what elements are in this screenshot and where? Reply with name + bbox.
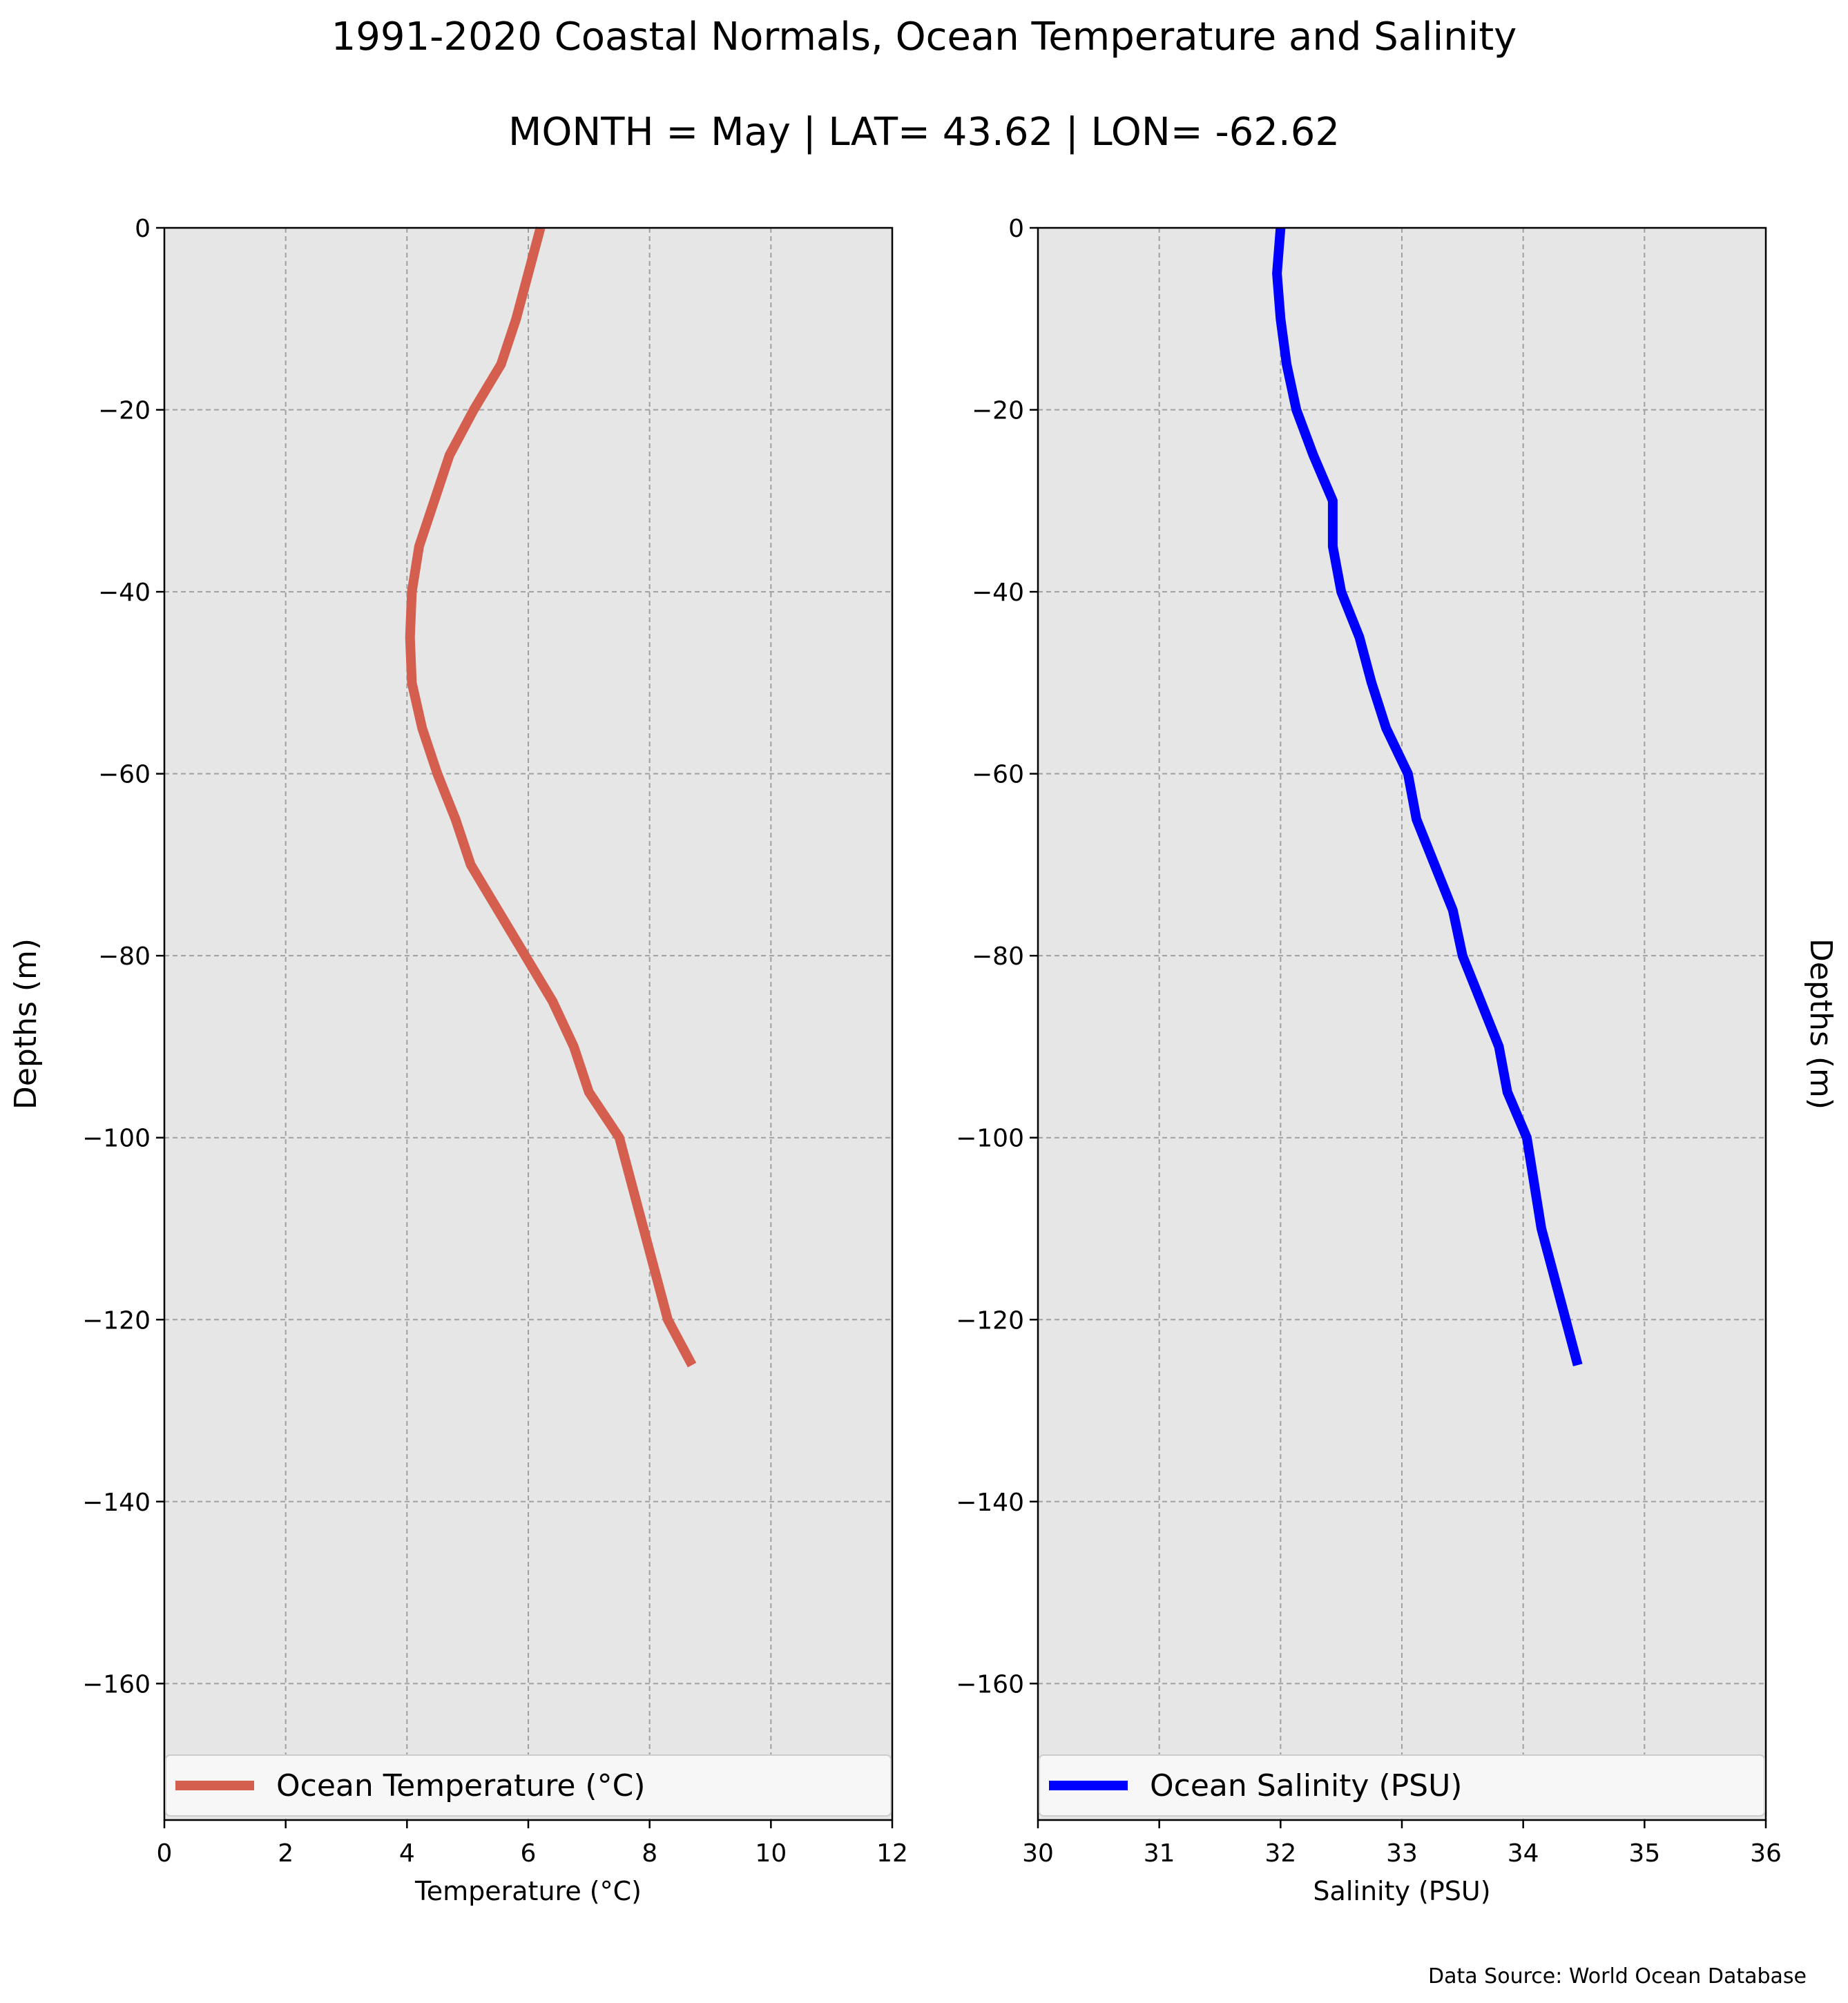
temperature-legend-box <box>165 1754 892 1817</box>
salinity-y-tick-label: −80 <box>972 942 1024 971</box>
salinity-legend-label: Ocean Salinity (PSU) <box>1150 1768 1462 1803</box>
source-note: Data Source: World Ocean Database <box>1428 1964 1807 1989</box>
temperature-x-tick-label: 0 <box>157 1839 173 1868</box>
temperature-x-tick-label: 10 <box>755 1839 787 1868</box>
salinity-x-tick-label: 31 <box>1144 1839 1175 1868</box>
temperature-y-tick-label: −100 <box>82 1125 151 1153</box>
salinity-y-tick-label: −100 <box>956 1125 1024 1153</box>
temperature-y-tick-label: −60 <box>98 761 151 789</box>
salinity-y-tick-label: −160 <box>956 1670 1024 1699</box>
salinity-x-axis-label: Salinity (PSU) <box>1313 1876 1490 1906</box>
salinity-x-tick-label: 32 <box>1264 1839 1296 1868</box>
salinity-legend-box <box>1039 1754 1765 1817</box>
salinity-profile-line <box>1272 227 1583 1366</box>
salinity-y-tick-label: −140 <box>956 1489 1024 1517</box>
temperature-legend: Ocean Temperature (°C) <box>165 1754 892 1817</box>
salinity-x-tick-label: 34 <box>1508 1839 1539 1868</box>
temperature-panel: 0 2 4 6 8 10 12 0 −20 −40 −60 −80 −100 −120 −140 −160 O… <box>8 215 908 1906</box>
salinity-y-axis-label: Depths (m) <box>1803 938 1838 1110</box>
salinity-x-tick-label: 35 <box>1628 1839 1660 1868</box>
temperature-x-tick-label: 2 <box>278 1839 293 1868</box>
temperature-profile-line <box>405 226 697 1368</box>
temperature-y-tick-label: −120 <box>82 1306 151 1335</box>
salinity-y-tick-label: −40 <box>972 579 1024 607</box>
temperature-y-tick-label: −80 <box>98 942 151 971</box>
temperature-y-tick-label: −40 <box>98 579 151 607</box>
salinity-y-tick-label: −20 <box>972 397 1024 425</box>
chart-title: 1991-2020 Coastal Normals, Ocean Tempera… <box>331 14 1517 59</box>
temperature-x-tick-label: 6 <box>521 1839 537 1868</box>
temperature-y-tick-label: −140 <box>82 1489 151 1517</box>
salinity-x-tick-label: 30 <box>1022 1839 1054 1868</box>
chart-subtitle: MONTH = May | LAT= 43.62 | LON= -62.62 <box>508 110 1340 155</box>
temperature-x-tick-label: 4 <box>399 1839 415 1868</box>
salinity-panel: 30 31 32 33 34 35 36 0 −20 −40 −60 −80 −100 −120 −140 −… <box>956 215 1838 1906</box>
temperature-y-tick-label: −20 <box>98 397 151 425</box>
salinity-legend: Ocean Salinity (PSU) <box>1039 1754 1765 1817</box>
salinity-y-tick-label: −60 <box>972 761 1024 789</box>
temperature-y-axis-label: Depths (m) <box>8 938 44 1110</box>
temperature-x-axis-label: Temperature (°C) <box>414 1876 642 1906</box>
salinity-x-tick-label: 36 <box>1750 1839 1782 1868</box>
salinity-y-tick-label: 0 <box>1008 215 1024 243</box>
temperature-y-tick-label: 0 <box>135 215 151 243</box>
temperature-x-tick-label: 8 <box>642 1839 657 1868</box>
salinity-y-tick-label: −120 <box>956 1306 1024 1335</box>
temperature-legend-label: Ocean Temperature (°C) <box>276 1768 646 1803</box>
salinity-x-tick-label: 33 <box>1386 1839 1418 1868</box>
temperature-y-tick-label: −160 <box>82 1670 151 1699</box>
temperature-x-tick-label: 12 <box>876 1839 908 1868</box>
